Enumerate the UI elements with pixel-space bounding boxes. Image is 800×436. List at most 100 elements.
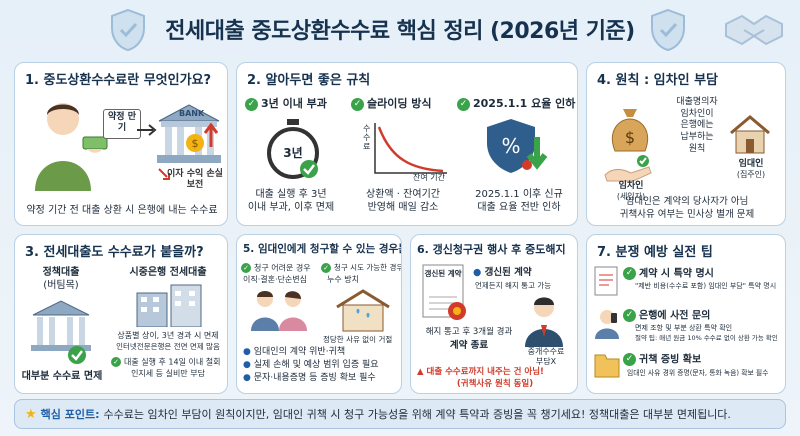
svg-text:$: $ xyxy=(192,137,199,150)
brokerage-fee-label: 중개수수료 xyxy=(527,347,565,356)
rule-1-desc-b: 이내 부과, 이후 면제 xyxy=(247,202,335,213)
card-title: 7. 분쟁 예방 실전 팁 xyxy=(597,245,713,260)
contract-doc-label: 갱신된 계약 xyxy=(424,269,462,278)
leaking-house-icon xyxy=(336,289,390,332)
arrow-icon xyxy=(158,168,170,180)
svg-text:$: $ xyxy=(625,128,635,147)
card-title: 5. 임대인에게 청구할 수 있는 경우는? xyxy=(243,243,402,255)
tenant-hand-icon xyxy=(604,155,652,182)
bank-buildings-icon xyxy=(136,284,202,327)
check-icon: ✓ xyxy=(111,357,121,367)
policy-loan-caption: 대부분 수수료 면제 xyxy=(21,371,103,382)
bank-loan-note-3: ✓ 대출 실행 후 14일 이내 철회 xyxy=(111,357,225,368)
principle-middle-text: 대출명의자 임차인이 은행에는 납부하는 원칙 xyxy=(676,97,718,154)
card-rules: 2. 알아두면 좋은 규칙 ✓ 3년 이내 부과 ✓ 슬라이딩 방식 ✓ 2025.1… xyxy=(236,62,578,226)
rule-3: ✓ 2025.1.1 요율 인하 xyxy=(457,97,575,111)
check-icon: ✓ xyxy=(457,97,470,111)
house-icon xyxy=(730,115,770,154)
notice-line-1: 해지 통고 후 3개월 경과 xyxy=(425,327,513,337)
tip-1: ✓ 계약 시 특약 명시 xyxy=(623,267,714,281)
couple-icon xyxy=(251,291,307,331)
bank-loan-title: 시중은행 전세대출 xyxy=(129,267,207,278)
hard-case-label: ✓ 청구 어려운 경우 xyxy=(241,263,311,274)
card-definition: 1. 중도상환수수료란 무엇인가요? 약정 만기 $ BANK xyxy=(14,62,228,226)
check-icon: ✓ xyxy=(623,267,636,280)
rule-2-desc-b: 반영해 매일 감소 xyxy=(367,202,439,213)
hard-case-sub: 이직·결혼·단순변심 xyxy=(243,275,307,284)
warning-line-1: ▲ 대출 수수료까지 내주는 건 아님! xyxy=(417,367,544,377)
rule-2: ✓ 슬라이딩 방식 xyxy=(351,97,432,111)
warning-icon: ▲ xyxy=(417,367,424,377)
rule-1-desc-a: 대출 실행 후 3년 xyxy=(255,189,327,200)
shield-icon xyxy=(111,8,145,52)
key-point-text: 수수료는 임차인 부담이 원칙이지만, 임대인 귀책 시 청구 가능성을 위해 … xyxy=(103,408,731,421)
tenant-sub: (세입자) xyxy=(616,192,646,201)
possible-case-sub: 누수 방치 xyxy=(327,275,359,284)
loss-label: 이자 수익 손실 보전 xyxy=(167,169,223,191)
bank-loan-note-1: 상품별 상이, 3년 경과 시 면제 xyxy=(117,331,219,340)
tip-3-sub: 임대인 사유 경위 증명(문자, 통화 녹음) 확보 필수 xyxy=(627,369,769,377)
bank-label: BANK xyxy=(179,109,205,118)
folder-icon xyxy=(594,354,620,378)
agent-icon xyxy=(525,297,563,347)
bank-icon: $ xyxy=(157,104,221,163)
card-title: 6. 갱신청구권 행사 후 중도해지 xyxy=(417,243,566,256)
star-icon: ★ xyxy=(25,406,37,422)
phone-person-icon xyxy=(595,310,619,339)
card-tips: 7. 분쟁 예방 실전 팁 ✓ 계약 시 특약 명시 "제반 비용(수수료 포함)… xyxy=(586,234,786,394)
check-icon: ✓ xyxy=(321,263,331,273)
graph-xlabel: 잔여 기간 xyxy=(413,173,445,182)
maturity-tag: 약정 만기 xyxy=(103,109,141,139)
tip-1-sub: "제반 비용(수수료 포함) 임대인 부담" 특약 명시 xyxy=(635,282,777,290)
rule-1: ✓ 3년 이내 부과 xyxy=(245,97,327,111)
refusal-reason: 정당한 사유 없이 거절 xyxy=(323,335,393,344)
page-title: 전세대출 중도상환수수료 핵심 정리 (2026년 기준) xyxy=(165,19,635,44)
definition-caption: 약정 기간 전 대출 상환 시 은행에 내는 수수료 xyxy=(26,205,218,216)
card-loan-types: 3. 전세대출도 수수료가 붙을까? 정책대출 (버팀목) 대부분 수수료 면제… xyxy=(14,234,228,394)
rule-2-desc-a: 상환액 · 잔여기간 xyxy=(366,189,440,200)
check-icon: ✓ xyxy=(623,309,636,322)
contract-document-icon xyxy=(422,264,466,320)
title-bar: 전세대출 중도상환수수료 핵심 정리 (2026년 기준) xyxy=(0,0,800,58)
principle-note-2: 귀책사유 여부는 민사상 별개 문제 xyxy=(619,209,755,220)
landlord-sub: (집주인) xyxy=(736,170,766,179)
stopwatch-icon xyxy=(267,119,319,179)
tip-2-sub-1: 면제 조항 및 부분 상환 특약 확인 xyxy=(635,324,733,332)
possible-case-label: ✓ 청구 시도 가능한 경우 xyxy=(321,263,401,273)
bank-loan-note-2: 인터넷전문은행은 전면 면제 많음 xyxy=(116,342,220,351)
graph-ylabel: 수수료 xyxy=(363,124,371,151)
check-icon: ✓ xyxy=(351,97,364,111)
tip-2-sub-2: 절약 팁: 매년 원금 10% 수수료 없이 상환 가능 확인 xyxy=(635,334,778,342)
card-title: 3. 전세대출도 수수료가 붙을까? xyxy=(25,245,204,260)
policy-loan-sub: (버팀목) xyxy=(43,280,79,291)
card-title: 4. 원칙 : 임차인 부담 xyxy=(597,73,719,88)
rule-3-desc-b: 대출 요율 전반 인하 xyxy=(477,202,561,213)
card-renewal: 6. 갱신청구권 행사 후 중도해지 갱신된 계약 ● 갱신된 계약 언제든지 … xyxy=(410,234,578,394)
money-bag-icon: $ xyxy=(611,109,649,152)
card-principle: 4. 원칙 : 임차인 부담 $ 대출명의자 임차인이 은행에는 납부하는 원칙… xyxy=(586,62,786,226)
brokerage-fee-sub: 부담X xyxy=(535,357,557,366)
check-icon: ✓ xyxy=(245,97,258,111)
handshake-icon xyxy=(725,14,783,46)
claim-bullet-2: ● 실제 손해 및 예상 범위 입증 필요 xyxy=(243,360,379,370)
sliding-fee-graph xyxy=(374,123,447,174)
policy-loan-title: 정책대출 xyxy=(42,267,80,278)
card-title: 1. 중도상환수수료란 무엇인가요? xyxy=(25,73,212,88)
claim-bullet-3: ● 문자·내용증명 등 증빙 확보 필수 xyxy=(243,373,376,383)
card-claim-cases: 5. 임대인에게 청구할 수 있는 경우는? ✓ 청구 어려운 경우 이직·결혼·… xyxy=(236,234,402,394)
government-building-icon xyxy=(31,300,91,364)
landlord-label: 임대인 xyxy=(738,159,764,169)
document-icon xyxy=(594,266,618,296)
rule-3-desc-a: 2025.1.1 이후 신규 xyxy=(475,189,563,200)
svg-text:%: % xyxy=(501,134,520,158)
key-point-bar: ★ 핵심 포인트: 수수료는 임차인 부담이 원칙이지만, 임대인 귀책 시 청… xyxy=(14,399,786,429)
warning-line-2: (귀책사유 원칙 동일) xyxy=(456,379,534,389)
renewed-contract: ● 갱신된 계약 xyxy=(473,267,532,278)
notice-line-2: 계약 종료 xyxy=(449,340,489,351)
bank-loan-note-4: 인지세 등 실비만 부담 xyxy=(131,369,205,378)
check-icon: ✓ xyxy=(623,353,636,366)
shield-icon xyxy=(651,8,685,52)
arrow-right-icon xyxy=(137,124,157,136)
tip-2: ✓ 은행에 사전 문의 xyxy=(623,309,710,323)
